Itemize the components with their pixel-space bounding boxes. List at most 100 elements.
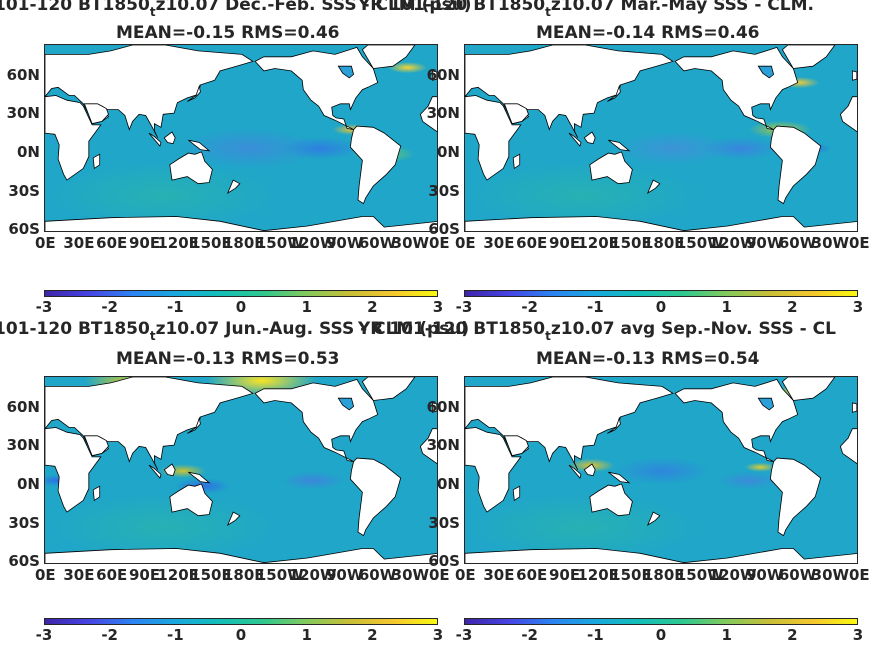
landmass — [419, 96, 437, 133]
landmass — [465, 95, 522, 181]
sss-anomaly-patch — [45, 493, 282, 562]
lon-label: 30W — [391, 566, 430, 584]
lon-label: 90W — [326, 234, 364, 252]
sss-anomaly-patch — [179, 128, 321, 169]
landmass — [589, 483, 633, 517]
lon-label: 120E — [157, 234, 199, 252]
panel-1-title-sub: t — [149, 5, 156, 19]
lon-label: 180E — [223, 566, 265, 584]
landmass — [589, 151, 633, 185]
panel-4-map-svg — [465, 377, 857, 563]
landmass — [503, 103, 529, 125]
lon-label: 30E — [483, 234, 515, 252]
landmass — [92, 485, 101, 502]
landmass — [45, 548, 437, 563]
landmass — [465, 427, 522, 513]
colorbar-tick-label: 3 — [852, 626, 864, 644]
lon-label: 30W — [811, 234, 850, 252]
sss-anomaly-patch — [614, 131, 733, 166]
lat-label: 60S — [8, 220, 40, 238]
panel-3-stats: MEAN=-0.13 RMS=0.53 — [116, 349, 340, 369]
landmass — [188, 471, 211, 484]
colorbar-tick-label: -2 — [101, 298, 118, 316]
hudson-bay — [337, 397, 355, 411]
lat-label: 60N — [6, 66, 40, 84]
lon-label: 180E — [223, 234, 265, 252]
landmass — [431, 402, 437, 413]
colorbar-tick-label: -2 — [521, 626, 538, 644]
lat-label: 30N — [426, 104, 460, 122]
panel-4-map — [464, 376, 858, 564]
colorbar-tick-label: 2 — [367, 298, 378, 316]
lon-label: 150W — [255, 566, 304, 584]
lon-label: 90E — [129, 234, 161, 252]
lat-label: 60S — [428, 220, 460, 238]
panel-1-map — [44, 44, 438, 232]
colorbar-tick-label: 1 — [301, 298, 312, 316]
colorbar-tick-label: -3 — [35, 298, 53, 316]
landmass — [83, 103, 109, 125]
lon-label: 90W — [746, 234, 784, 252]
landmass — [148, 132, 162, 147]
colorbar-tick-label: 1 — [721, 298, 732, 316]
colorbar-tick-label: -3 — [455, 626, 473, 644]
lat-label: 60S — [8, 552, 40, 570]
landmass — [607, 416, 621, 434]
panel-2-title-sub: t — [545, 5, 551, 19]
landmass — [646, 179, 661, 194]
landmass — [568, 464, 582, 479]
panel-1-colorbar — [44, 290, 438, 297]
panel-2-title: YR 101-120 BT1850tz10.07 Mar.-May SSS - … — [358, 0, 814, 19]
lon-label: 60W — [778, 234, 817, 252]
landmass — [512, 153, 521, 170]
panel-2-colorbar — [464, 290, 858, 297]
lon-label: 150E — [610, 234, 652, 252]
lon-label: 90E — [549, 566, 581, 584]
lon-label: 150W — [675, 566, 724, 584]
landmass — [431, 70, 437, 81]
landmass — [226, 511, 241, 526]
colorbar-tick-label: 2 — [787, 626, 798, 644]
panel-4-colorbar — [464, 618, 858, 625]
lon-label: 60E — [516, 234, 548, 252]
lon-label: 120E — [157, 566, 199, 584]
sss-anomaly-patch — [281, 471, 345, 490]
lon-label: 90W — [326, 566, 364, 584]
colorbar-tick-label: -1 — [166, 626, 184, 644]
colorbar-tick-label: 0 — [235, 298, 247, 316]
sss-anomaly-patch — [45, 161, 282, 230]
lat-label: 0N — [437, 475, 460, 493]
landmass — [169, 151, 213, 185]
panel-2-map-svg — [465, 45, 857, 231]
lat-label: 0N — [17, 143, 40, 161]
lon-label: 0E — [35, 566, 56, 584]
landmass — [769, 457, 822, 537]
lat-label: 30N — [6, 104, 40, 122]
lat-label: 30S — [428, 514, 460, 532]
hudson-bay — [337, 65, 355, 79]
lon-label: 60W — [358, 234, 397, 252]
sss-anomaly-patch — [387, 62, 428, 74]
panel-2-map — [464, 44, 858, 232]
colorbar-tick-label: 1 — [721, 626, 732, 644]
lat-label: 30N — [6, 436, 40, 454]
lon-label: 60W — [358, 566, 397, 584]
lon-label: 90E — [549, 234, 581, 252]
colorbar-tick-label: -1 — [586, 626, 604, 644]
lon-label: 90E — [129, 566, 161, 584]
lon-label: 30W — [811, 566, 850, 584]
lon-label: 180E — [643, 234, 685, 252]
lon-label: 60W — [778, 566, 817, 584]
lon-label: 120W — [288, 234, 337, 252]
lat-label: 60N — [426, 66, 460, 84]
lat-label: 30S — [8, 182, 40, 200]
hudson-bay — [757, 397, 775, 411]
landmass — [583, 463, 596, 477]
sss-anomaly-patch — [701, 137, 781, 160]
colorbar-tick-label: -2 — [101, 626, 118, 644]
sss-anomaly-patch — [614, 457, 710, 485]
landmass — [226, 179, 241, 194]
landmass — [163, 463, 176, 477]
landmass — [187, 84, 201, 102]
lon-label: 150W — [255, 234, 304, 252]
